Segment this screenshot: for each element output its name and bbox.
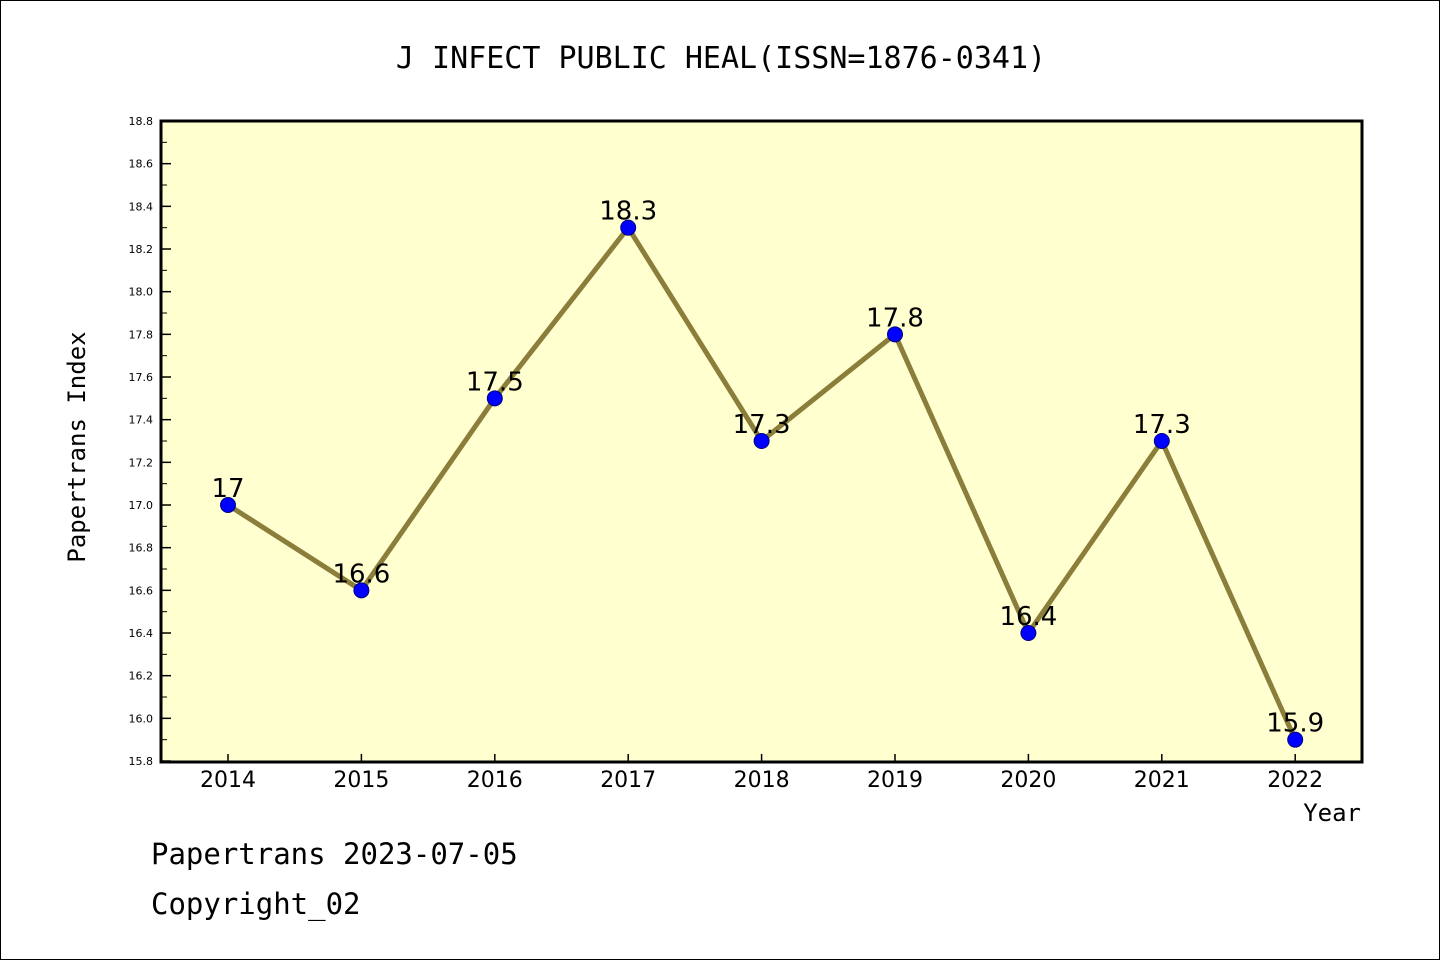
- y-tick-label: 17.8: [129, 328, 154, 341]
- y-tick-label: 15.8: [129, 755, 154, 768]
- y-tick-label: 16.0: [129, 712, 154, 725]
- x-tick-label: 2021: [1134, 768, 1190, 793]
- x-tick-label: 2022: [1267, 768, 1323, 793]
- x-axis: 2014 2015 2016 2017 2018 2019 2020 2021 2022: [200, 754, 1323, 793]
- y-tick-label: 16.4: [129, 627, 154, 640]
- footer-copyright: Copyright_02: [151, 887, 361, 921]
- x-tick-label: 2017: [600, 768, 656, 793]
- footer-date: Papertrans 2023-07-05: [151, 837, 518, 871]
- y-axis: 15.8 16.0 16.2 16.4 16.6 16.8 17.0 17.2 17.4 17.6…: [129, 115, 171, 768]
- x-tick-label: 2016: [467, 768, 523, 793]
- data-label: 17.3: [733, 410, 791, 440]
- x-tick-label: 2020: [1000, 768, 1056, 793]
- data-labels: 17 16.6 17.5 18.3 17.3 17.8 16.4 17.3 15.9: [211, 197, 1324, 739]
- y-tick-label: 18.0: [129, 286, 154, 299]
- y-tick-label: 18.4: [129, 200, 154, 213]
- data-point: [620, 219, 637, 236]
- x-tick-label: 2014: [200, 768, 256, 793]
- y-tick-label: 16.8: [129, 542, 154, 555]
- data-label: 16.6: [332, 559, 390, 589]
- plot-frame: [159, 119, 1364, 764]
- data-label: 16.4: [999, 602, 1057, 632]
- x-tick-label: 2018: [734, 768, 790, 793]
- x-tick-label: 2019: [867, 768, 923, 793]
- y-tick-label: 16.6: [129, 584, 154, 597]
- x-tick-label: 2015: [333, 768, 389, 793]
- data-point: [220, 497, 236, 513]
- y-tick-label: 18.6: [129, 158, 154, 171]
- data-point: [1020, 625, 1037, 641]
- y-tick-label: 18.2: [129, 243, 154, 256]
- data-points: [220, 219, 1304, 748]
- data-point: [1153, 433, 1170, 449]
- y-tick-label: 17.2: [129, 456, 154, 469]
- data-point: [887, 326, 903, 343]
- y-axis-title: Papertrans Index: [63, 331, 91, 562]
- y-tick-label: 17.6: [129, 371, 154, 384]
- y-tick-label: 17.4: [129, 414, 154, 427]
- data-point: [1287, 731, 1304, 748]
- data-label: 17.5: [466, 367, 524, 397]
- y-tick-label: 16.2: [129, 670, 154, 683]
- data-label: 17: [211, 474, 244, 504]
- data-point: [486, 390, 503, 407]
- chart-title: J INFECT PUBLIC HEAL(ISSN=1876-0341): [396, 41, 1046, 76]
- data-label: 17.3: [1133, 410, 1191, 440]
- data-label: 15.9: [1266, 709, 1324, 739]
- data-label: 18.3: [599, 197, 657, 227]
- y-tick-label: 17.0: [129, 499, 154, 512]
- data-point: [753, 433, 770, 449]
- data-point: [353, 582, 370, 599]
- x-axis-title: Year: [1303, 799, 1361, 827]
- data-label: 17.8: [866, 303, 924, 333]
- y-tick-label: 18.8: [129, 115, 154, 128]
